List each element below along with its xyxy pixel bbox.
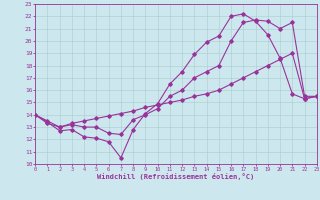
X-axis label: Windchill (Refroidissement éolien,°C): Windchill (Refroidissement éolien,°C) (97, 173, 255, 180)
